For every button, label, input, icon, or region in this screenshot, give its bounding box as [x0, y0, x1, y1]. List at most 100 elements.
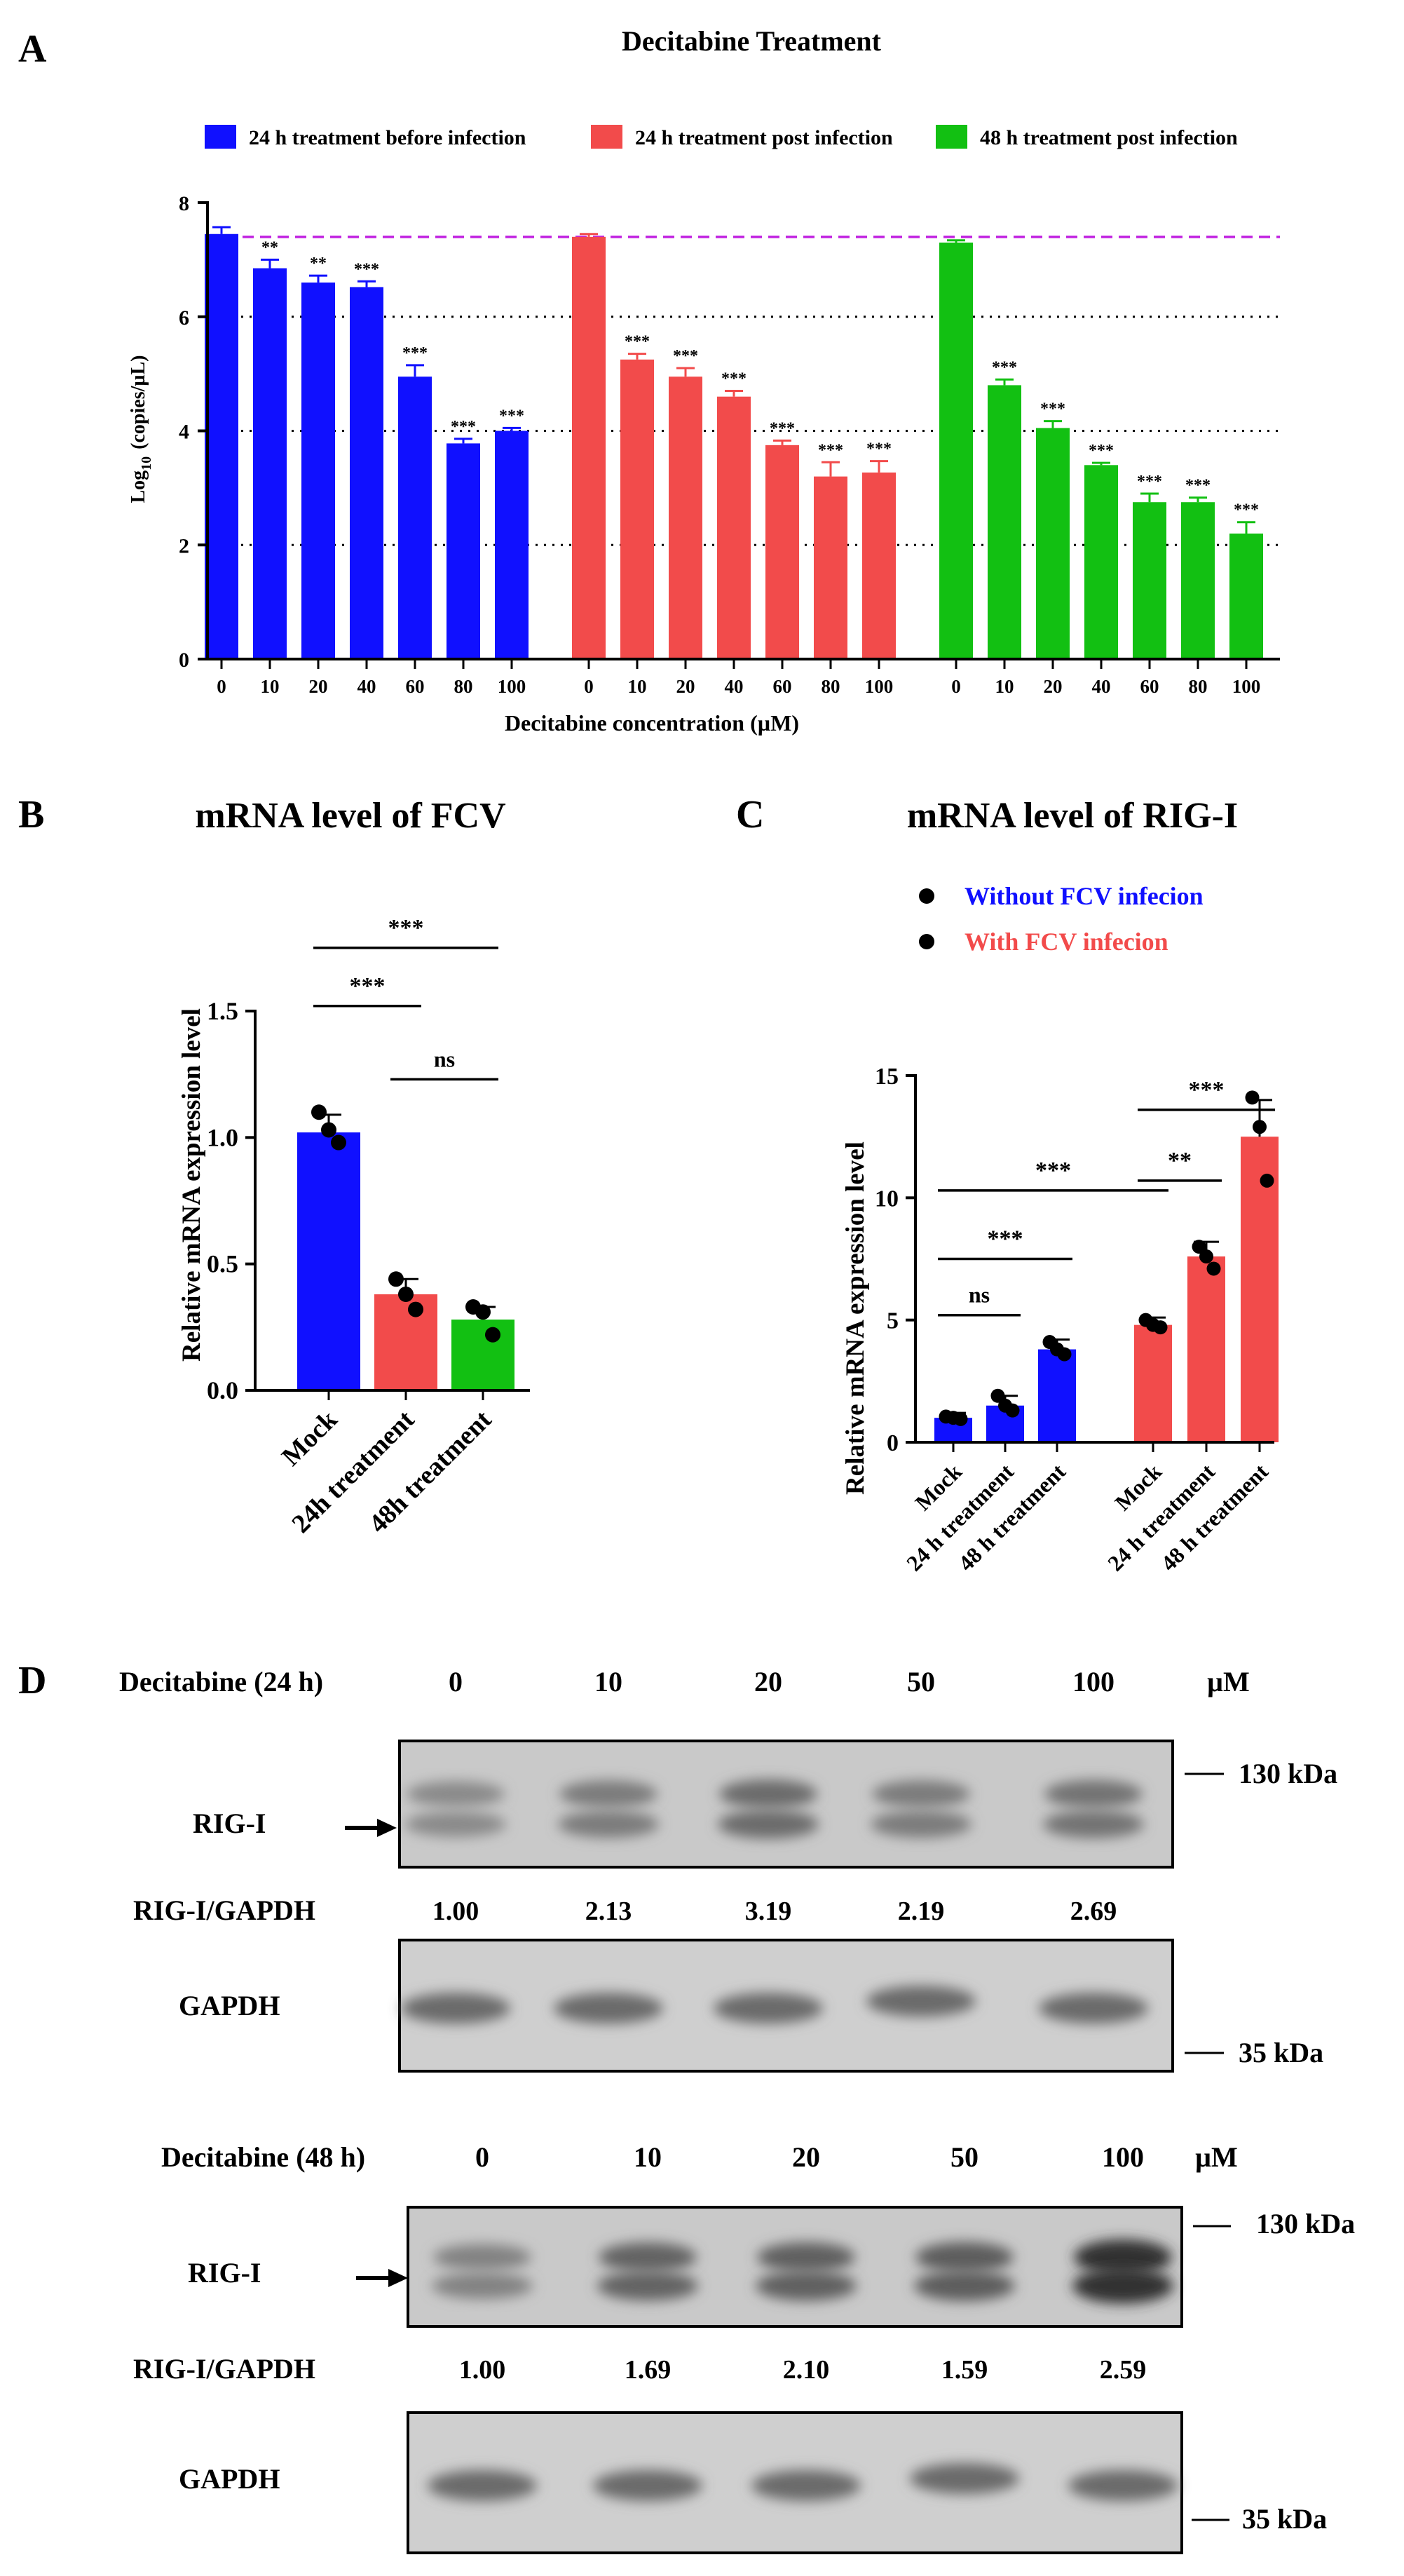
blot2-unit: µM	[1195, 2141, 1238, 2173]
data-point	[408, 1301, 423, 1317]
x-tick-label: 80	[454, 676, 473, 697]
rig-band-lower	[756, 2270, 857, 2301]
legend-label-red: 24 h treatment post infection	[635, 126, 893, 149]
ratio-value: 1.59	[941, 2355, 988, 2385]
bar-red	[765, 445, 799, 659]
x-tick-label: 80	[1189, 676, 1208, 697]
bar-red	[1134, 1324, 1172, 1442]
concentration-label: 50	[950, 2141, 979, 2173]
panel-d-western-blots: Decitabine (24 h) 0 10 20 50 100 µM RIG-I RI…	[119, 1666, 1355, 2554]
legend-swatch-blue	[205, 125, 236, 149]
bar-red	[572, 236, 606, 659]
blot1-marker-top: 130 kDa	[1239, 1758, 1337, 1789]
bar-blue	[1038, 1349, 1076, 1442]
significance-label: ***	[1234, 501, 1259, 520]
panel-label-c: C	[736, 793, 764, 836]
x-tick-label: 40	[1092, 676, 1111, 697]
x-tick-label: 40	[357, 676, 376, 697]
bar-blue	[301, 282, 335, 659]
rig-band-upper	[407, 1781, 505, 1807]
y-tick-label: 5	[887, 1308, 899, 1334]
data-point	[1192, 1240, 1206, 1254]
y-tick-label: 10	[875, 1186, 899, 1212]
gapdh-band	[910, 2463, 1019, 2494]
significance-label: ***	[625, 333, 650, 351]
bar-red	[620, 359, 654, 659]
significance-label: ***	[988, 1226, 1023, 1252]
significance-label: ***	[1089, 442, 1114, 460]
significance-label: ***	[673, 347, 698, 365]
y-tick-label: 0.0	[207, 1376, 238, 1404]
legend-with-fcv: With FCV infecion	[965, 928, 1168, 956]
bar-red	[717, 396, 751, 659]
data-point	[1260, 1173, 1274, 1188]
panel-c-y-axis-label: Relative mRNA expression level	[841, 1141, 870, 1495]
concentration-label: 100	[1102, 2141, 1144, 2173]
y-tick-label: 2	[179, 534, 189, 557]
bar-blue	[205, 233, 238, 660]
y-label-units: (copies/µL)	[128, 355, 149, 449]
rig-band-lower	[558, 1810, 659, 1838]
x-tick-label: 20	[309, 676, 328, 697]
x-tick-label: 100	[1232, 676, 1261, 697]
significance-label: ***	[1137, 473, 1162, 491]
rig-band-upper	[757, 2242, 855, 2272]
panel-c-title: mRNA level of RIG-I	[907, 796, 1238, 836]
y-tick-label: 1.0	[207, 1123, 238, 1151]
bar-blue	[253, 268, 287, 659]
rig-band-upper	[433, 2244, 531, 2271]
legend-swatch-red	[591, 125, 622, 149]
rig-band-lower	[718, 1810, 819, 1839]
concentration-label: 0	[449, 1666, 463, 1697]
bar-green	[1229, 533, 1263, 659]
data-point	[1153, 1320, 1168, 1335]
significance-label: ***	[402, 344, 428, 362]
concentration-label: 10	[594, 1666, 622, 1697]
panel-b-title: mRNA level of FCV	[195, 796, 505, 836]
bar-red	[862, 472, 896, 659]
significance-label: ***	[388, 915, 424, 941]
rig-band-upper	[915, 2242, 1014, 2273]
y-tick-label: 0	[179, 649, 189, 672]
data-point	[311, 1104, 327, 1120]
bar-red	[1241, 1137, 1279, 1442]
data-point	[398, 1286, 414, 1302]
significance-label: ***	[350, 973, 386, 999]
ratio-value: 1.69	[625, 2355, 672, 2385]
bar-green	[1181, 502, 1215, 659]
bar-blue	[495, 431, 529, 659]
gapdh-band	[401, 1993, 510, 2024]
gapdh-band	[428, 2470, 537, 2501]
x-tick-label: 60	[1140, 676, 1159, 697]
concentration-label: 20	[754, 1666, 782, 1697]
concentration-label: 10	[634, 2141, 662, 2173]
blot2-marker-bottom: 35 kDa	[1242, 2503, 1327, 2535]
concentration-label: 50	[907, 1666, 935, 1697]
x-tick-label: 80	[822, 676, 840, 697]
gapdh-band	[866, 1986, 976, 2017]
concentration-label: 0	[475, 2141, 489, 2173]
ratio-value: 2.13	[585, 1897, 632, 1926]
blot2-ratio-label: RIG-I/GAPDH	[133, 2353, 315, 2385]
data-point	[485, 1327, 500, 1343]
data-point	[1206, 1261, 1221, 1276]
significance-label: ns	[969, 1282, 990, 1308]
significance-label: ***	[992, 358, 1017, 377]
blot1-unit: µM	[1207, 1666, 1250, 1697]
bar-green	[1133, 502, 1166, 659]
bar-green	[1036, 428, 1070, 659]
y-tick-label: 15	[875, 1064, 899, 1090]
ratio-value: 1.00	[432, 1897, 479, 1926]
rig-band-upper	[1074, 2239, 1172, 2275]
panel-a-chart: Decitabine Treatment 24 h treatment befo…	[128, 25, 1280, 735]
rig-band-lower	[432, 2272, 533, 2299]
bar-blue	[350, 287, 383, 659]
x-tick-label: 10	[628, 676, 647, 697]
panel-c-chart: mRNA level of RIG-I Without FCV infecion…	[841, 796, 1279, 1576]
x-tick-label: 100	[498, 676, 526, 697]
bar-green	[988, 385, 1021, 659]
blot2-rig-membrane	[407, 2206, 1183, 2328]
